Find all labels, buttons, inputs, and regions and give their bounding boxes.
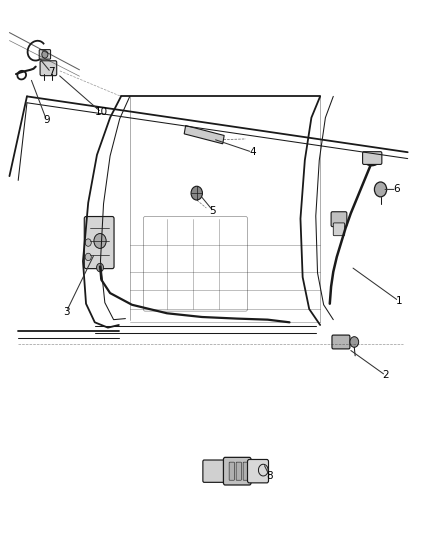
FancyBboxPatch shape — [40, 61, 57, 76]
FancyBboxPatch shape — [39, 50, 50, 59]
Circle shape — [42, 51, 48, 58]
FancyBboxPatch shape — [362, 152, 381, 165]
FancyBboxPatch shape — [331, 335, 349, 349]
Circle shape — [191, 186, 202, 200]
Text: 7: 7 — [48, 68, 54, 77]
FancyBboxPatch shape — [332, 223, 344, 236]
Text: 9: 9 — [43, 115, 50, 125]
FancyBboxPatch shape — [247, 459, 268, 483]
Circle shape — [85, 253, 91, 261]
Text: 3: 3 — [63, 306, 70, 317]
Circle shape — [349, 337, 358, 348]
FancyBboxPatch shape — [84, 216, 114, 269]
Circle shape — [94, 233, 106, 248]
FancyBboxPatch shape — [229, 462, 234, 480]
FancyBboxPatch shape — [236, 462, 241, 480]
Text: 10: 10 — [95, 107, 108, 117]
FancyBboxPatch shape — [223, 457, 251, 485]
Text: 8: 8 — [266, 472, 272, 481]
Text: 4: 4 — [248, 147, 255, 157]
Circle shape — [96, 263, 103, 272]
Polygon shape — [184, 126, 224, 144]
Text: 5: 5 — [209, 206, 216, 216]
Circle shape — [374, 182, 386, 197]
FancyBboxPatch shape — [330, 212, 346, 227]
Text: 6: 6 — [392, 184, 399, 195]
Text: 2: 2 — [381, 370, 388, 381]
FancyBboxPatch shape — [243, 462, 248, 480]
FancyBboxPatch shape — [202, 460, 226, 482]
Text: 1: 1 — [395, 296, 401, 306]
FancyBboxPatch shape — [250, 462, 255, 480]
Circle shape — [85, 239, 91, 246]
